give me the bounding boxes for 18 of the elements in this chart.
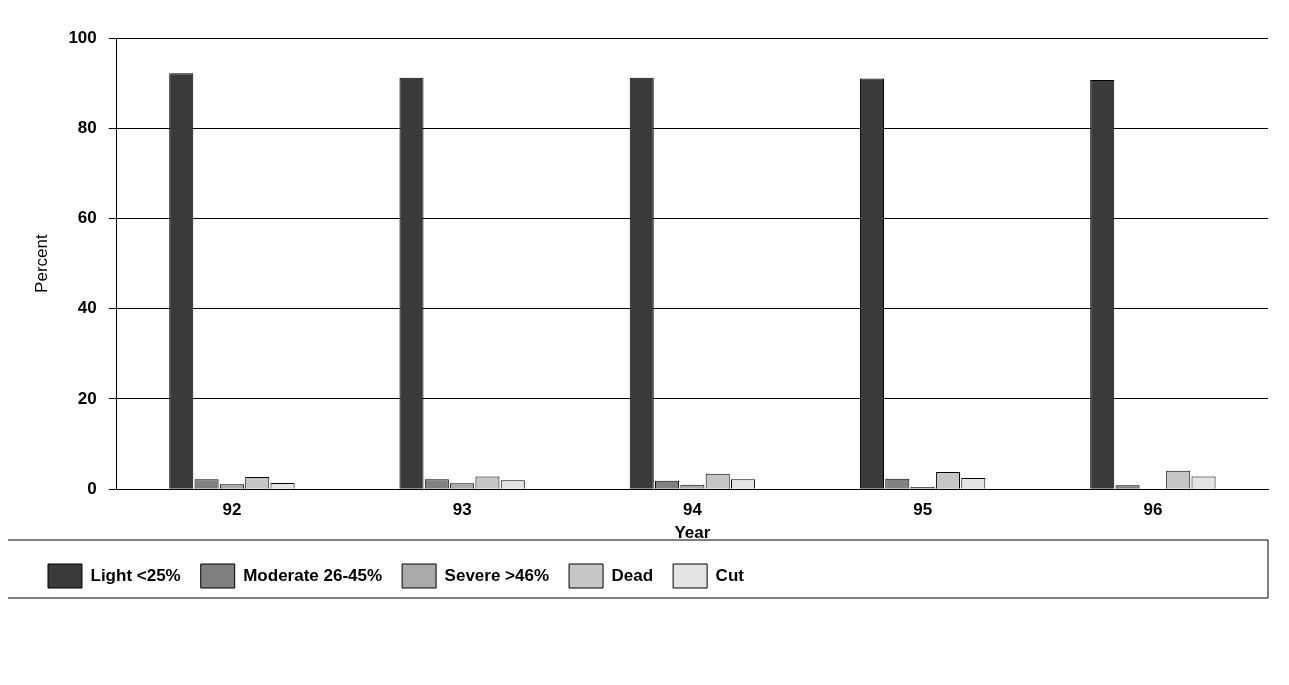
y-tick-label: 60 — [77, 208, 97, 228]
x-tick-label: 92 — [222, 500, 242, 520]
y-tick-label: 80 — [77, 117, 97, 137]
x-tick-label: 95 — [913, 500, 933, 520]
y-tick-label: 40 — [77, 298, 97, 318]
legend-label: Cut — [715, 565, 745, 585]
y-tick-label: 100 — [68, 27, 97, 47]
x-tick-label: 93 — [452, 500, 472, 520]
y-tick-label: 0 — [87, 478, 97, 498]
y-axis-title: Percent — [31, 234, 51, 293]
legend-label: Moderate 26-45% — [243, 565, 383, 585]
legend-label: Dead — [611, 565, 654, 585]
legend-label: Light <25% — [90, 565, 181, 585]
x-tick-label: 94 — [682, 500, 703, 520]
x-axis-title: Year — [674, 523, 711, 543]
y-tick-label: 20 — [77, 388, 97, 408]
legend-label: Severe >46% — [444, 565, 550, 585]
x-tick-label: 96 — [1143, 500, 1163, 520]
